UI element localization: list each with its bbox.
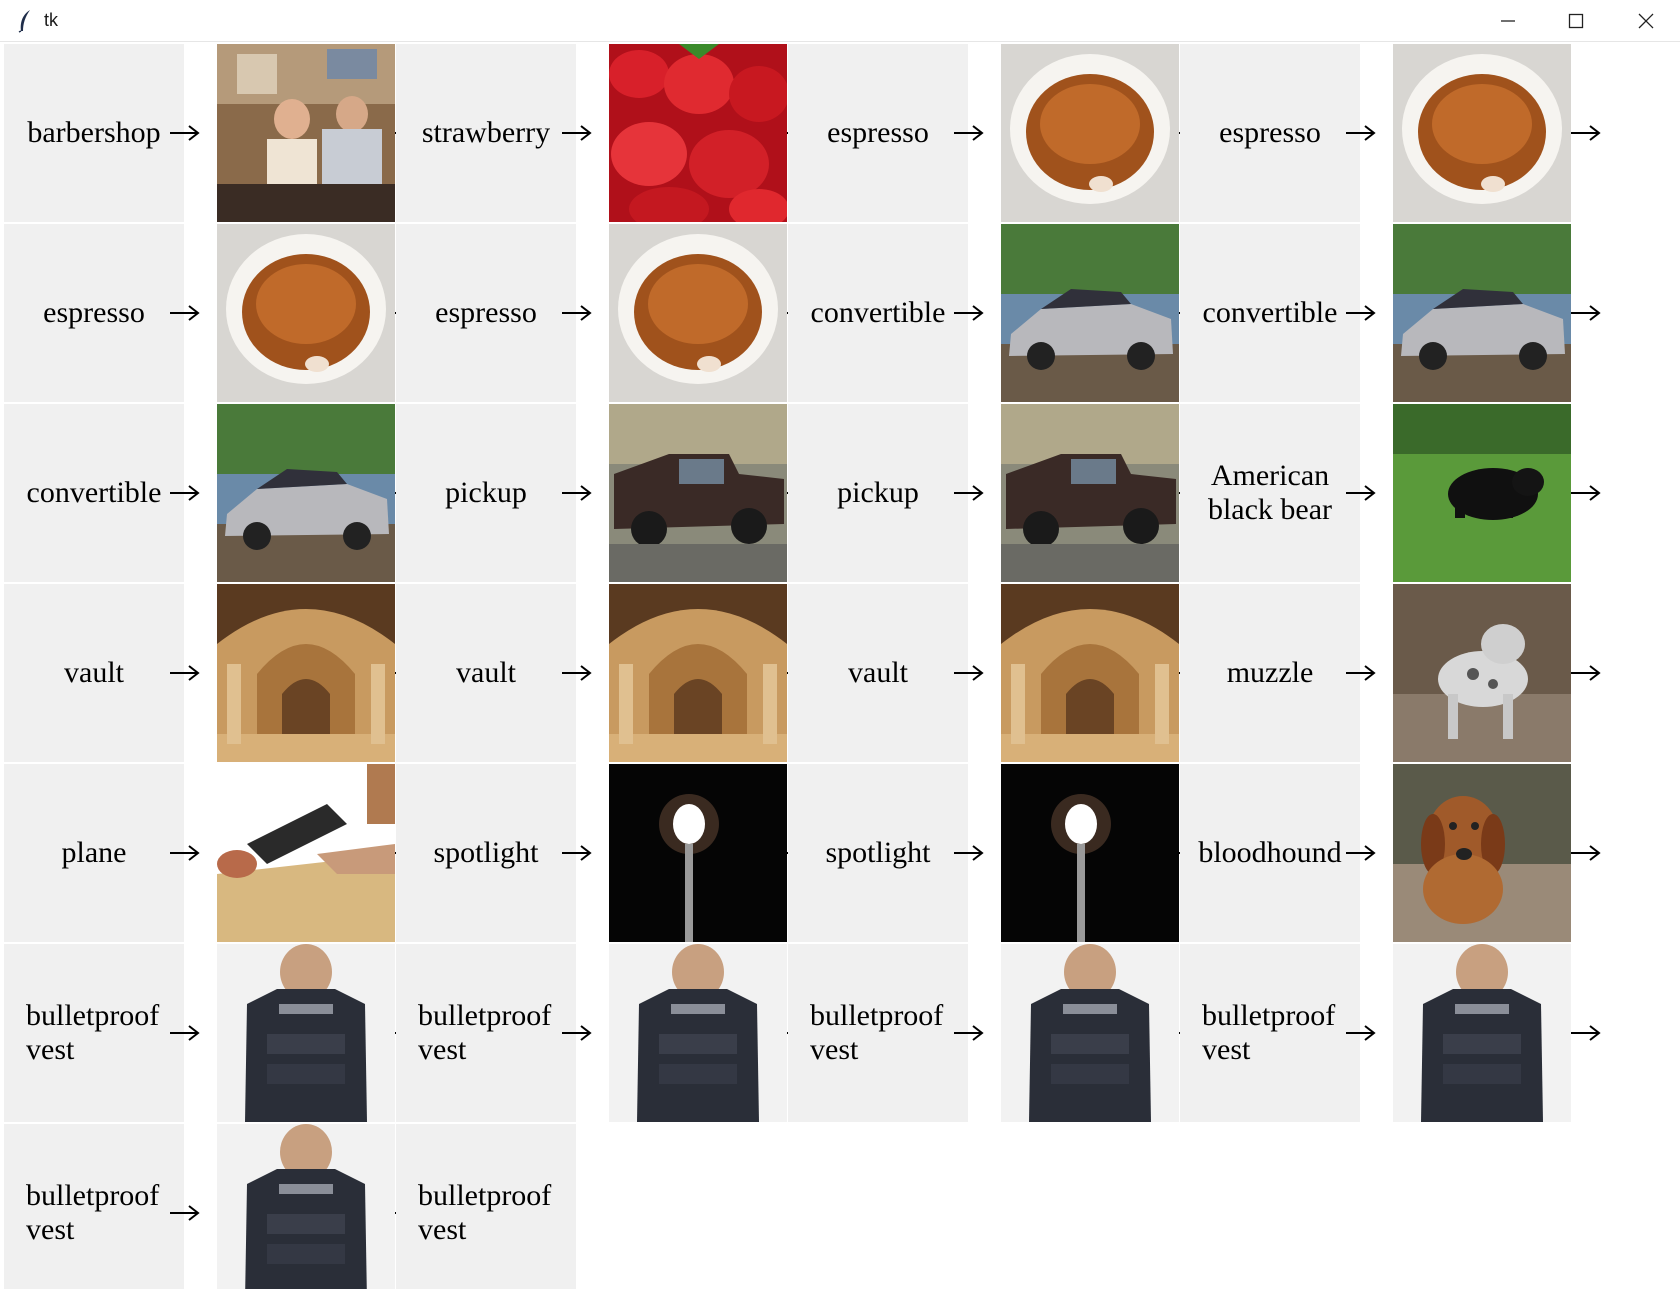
class-label: spotlight bbox=[396, 764, 576, 942]
arrow-right-icon bbox=[954, 305, 984, 321]
class-label: vault bbox=[788, 584, 968, 762]
convertible-image bbox=[1393, 224, 1571, 402]
class-label: convertible bbox=[4, 404, 184, 582]
strawberry-image bbox=[609, 44, 787, 222]
class-label: American black bear bbox=[1180, 404, 1360, 582]
espresso-image bbox=[609, 224, 787, 402]
class-label: espresso bbox=[396, 224, 576, 402]
class-label: espresso bbox=[4, 224, 184, 402]
arrow-right-icon bbox=[562, 125, 592, 141]
class-label: bulletproof vest bbox=[1180, 944, 1360, 1122]
arrow-right-icon bbox=[1346, 125, 1376, 141]
class-label: plane bbox=[4, 764, 184, 942]
vest-image bbox=[1393, 944, 1571, 1122]
convertible-image bbox=[1001, 224, 1179, 402]
spotlight-image bbox=[1001, 764, 1179, 942]
arrow-right-icon bbox=[170, 305, 200, 321]
arrow-right-icon bbox=[1346, 485, 1376, 501]
class-label: strawberry bbox=[396, 44, 576, 222]
arrow-right-icon bbox=[1346, 305, 1376, 321]
vest-image bbox=[609, 944, 787, 1122]
arrow-right-icon bbox=[954, 1025, 984, 1041]
arrow-right-icon bbox=[562, 1025, 592, 1041]
class-label: vault bbox=[396, 584, 576, 762]
arrow-right-icon bbox=[170, 845, 200, 861]
espresso-image bbox=[217, 224, 395, 402]
arrow-right-icon bbox=[1571, 665, 1601, 681]
arrow-right-icon bbox=[170, 1025, 200, 1041]
class-label: pickup bbox=[396, 404, 576, 582]
vest-image bbox=[217, 1124, 395, 1289]
class-label: convertible bbox=[788, 224, 968, 402]
arrow-right-icon bbox=[954, 665, 984, 681]
class-label: bulletproof vest bbox=[396, 1124, 576, 1289]
bloodhound-image bbox=[1393, 764, 1571, 942]
arrow-right-icon bbox=[170, 665, 200, 681]
arrow-right-icon bbox=[1571, 1025, 1601, 1041]
sequence-row: espresso espresso convertible convertibl… bbox=[4, 224, 1680, 404]
arrow-right-icon bbox=[562, 305, 592, 321]
arrow-right-icon bbox=[170, 125, 200, 141]
class-label: bulletproof vest bbox=[4, 1124, 184, 1289]
maximize-button[interactable] bbox=[1542, 0, 1610, 42]
arrow-right-icon bbox=[954, 845, 984, 861]
arrow-right-icon bbox=[562, 845, 592, 861]
class-label: convertible bbox=[1180, 224, 1360, 402]
arrow-right-icon bbox=[1346, 665, 1376, 681]
arrow-right-icon bbox=[1346, 845, 1376, 861]
close-button[interactable] bbox=[1612, 0, 1680, 42]
class-label: pickup bbox=[788, 404, 968, 582]
maximize-icon bbox=[1568, 13, 1584, 29]
pickup-image bbox=[609, 404, 787, 582]
espresso-image bbox=[1393, 44, 1571, 222]
vest-image bbox=[217, 944, 395, 1122]
arrow-right-icon bbox=[1571, 305, 1601, 321]
sequence-row: barbershop strawberry espresso espresso bbox=[4, 44, 1680, 224]
class-label: bulletproof vest bbox=[396, 944, 576, 1122]
sequence-row: convertible pickup pickup American black… bbox=[4, 404, 1680, 584]
class-label: barbershop bbox=[4, 44, 184, 222]
title-bar: tk bbox=[0, 0, 1680, 42]
arrow-right-icon bbox=[170, 485, 200, 501]
arrow-right-icon bbox=[562, 665, 592, 681]
dog-muzzle-image bbox=[1393, 584, 1571, 762]
vault-image bbox=[217, 584, 395, 762]
window-title: tk bbox=[44, 10, 59, 30]
plane-tool-image bbox=[217, 764, 395, 942]
vest-image bbox=[1001, 944, 1179, 1122]
pickup-image bbox=[1001, 404, 1179, 582]
class-label: vault bbox=[4, 584, 184, 762]
minimize-icon bbox=[1501, 20, 1515, 22]
sequence-row: vault vault vault muzzle bbox=[4, 584, 1680, 764]
convertible-image bbox=[217, 404, 395, 582]
class-label: muzzle bbox=[1180, 584, 1360, 762]
arrow-right-icon bbox=[954, 485, 984, 501]
class-label: spotlight bbox=[788, 764, 968, 942]
black-bear-image bbox=[1393, 404, 1571, 582]
arrow-right-icon bbox=[1571, 485, 1601, 501]
vault-image bbox=[1001, 584, 1179, 762]
arrow-right-icon bbox=[954, 125, 984, 141]
arrow-right-icon bbox=[1346, 1025, 1376, 1041]
sequence-row: plane spotlight spotlight bloodhound bbox=[4, 764, 1680, 944]
class-label: espresso bbox=[1180, 44, 1360, 222]
minimize-button[interactable] bbox=[1474, 0, 1542, 42]
class-label: bulletproof vest bbox=[4, 944, 184, 1122]
sequence-row: bulletproof vest bulletproof vest bullet… bbox=[4, 944, 1680, 1124]
feather-icon bbox=[18, 10, 30, 33]
class-label: bulletproof vest bbox=[788, 944, 968, 1122]
arrow-right-icon bbox=[1571, 125, 1601, 141]
class-label: bloodhound bbox=[1180, 764, 1360, 942]
espresso-image bbox=[1001, 44, 1179, 222]
sequence-row: bulletproof vest bulletproof vest bbox=[4, 1124, 1680, 1289]
arrow-right-icon bbox=[562, 485, 592, 501]
arrow-right-icon bbox=[1571, 845, 1601, 861]
close-icon bbox=[1638, 13, 1654, 29]
spotlight-image bbox=[609, 764, 787, 942]
class-label: espresso bbox=[788, 44, 968, 222]
sequence-canvas: barbershop strawberry espresso espresso … bbox=[4, 44, 1680, 1289]
arrow-right-icon bbox=[170, 1205, 200, 1221]
vault-image bbox=[609, 584, 787, 762]
barbershop-image bbox=[217, 44, 395, 222]
